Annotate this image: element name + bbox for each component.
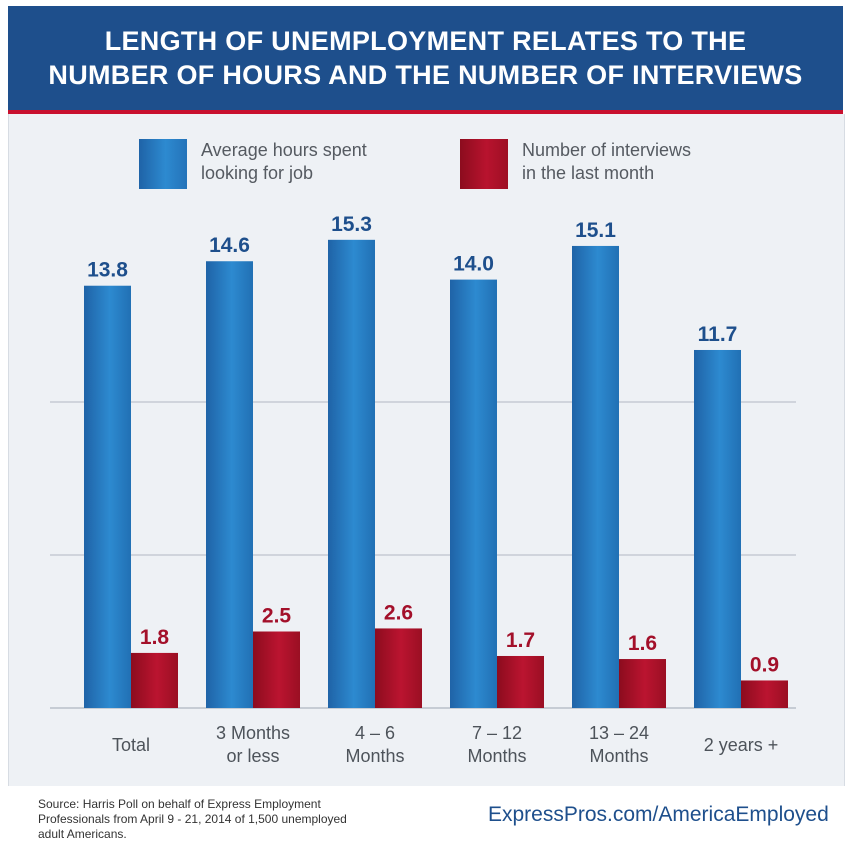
bar-interviews xyxy=(375,628,422,708)
category-label: 3 Months xyxy=(216,723,290,743)
data-label-hours: 13.8 xyxy=(87,259,128,282)
bar-hours xyxy=(328,239,375,708)
category-label: 4 – 6 xyxy=(355,723,395,743)
bar-hours xyxy=(572,245,619,708)
category-label: Total xyxy=(112,735,150,755)
bar-hours xyxy=(694,349,741,708)
bar-interviews xyxy=(253,631,300,708)
category-label: or less xyxy=(226,746,279,766)
bar-hours xyxy=(450,279,497,708)
data-label-interviews: 1.6 xyxy=(628,632,657,655)
chart-title-line1: LENGTH OF UNEMPLOYMENT RELATES TO THE xyxy=(104,26,747,56)
website-link[interactable]: ExpressPros.com/AmericaEmployed xyxy=(488,803,829,826)
category-label: Months xyxy=(589,746,648,766)
data-label-hours: 15.1 xyxy=(575,219,616,242)
legend-label-interviews-line2: in the last month xyxy=(522,163,655,183)
bar-interviews xyxy=(741,680,788,708)
source-line1: Source: Harris Poll on behalf of Express… xyxy=(38,797,321,811)
data-label-hours: 11.7 xyxy=(698,323,738,346)
source-line3: adult Americans. xyxy=(38,827,127,841)
legend-label-hours-line1: Average hours spent xyxy=(201,140,367,160)
title-banner: LENGTH OF UNEMPLOYMENT RELATES TO THE NU… xyxy=(8,6,843,114)
data-label-interviews: 2.6 xyxy=(384,601,413,624)
chart-labels: 13.8 1.8 Total 14.6 2.5 3 Months or less 15.3 2.… xyxy=(87,213,779,766)
legend-item-interviews: Number of interviews in the last month xyxy=(460,139,722,189)
legend-label-hours-line2: looking for job xyxy=(201,163,314,183)
data-label-hours: 14.0 xyxy=(453,253,494,276)
chart-bars xyxy=(84,239,788,708)
legend-item-hours: Average hours spent looking for job xyxy=(139,139,401,189)
data-label-interviews: 1.8 xyxy=(140,626,170,649)
category-label: Months xyxy=(467,746,526,766)
data-label-hours: 14.6 xyxy=(209,234,250,257)
source-note: Source: Harris Poll on behalf of Express… xyxy=(38,797,458,842)
bar-interviews xyxy=(619,659,666,708)
bar-interviews xyxy=(131,652,178,708)
category-label: 13 – 24 xyxy=(589,723,649,743)
legend-label-interviews-line1: Number of interviews xyxy=(522,140,692,160)
data-label-interviews: 2.5 xyxy=(262,605,292,628)
category-label: 7 – 12 xyxy=(472,723,522,743)
data-label-hours: 15.3 xyxy=(331,213,372,236)
legend-swatch-hours xyxy=(139,139,187,189)
category-label: 2 years + xyxy=(704,735,779,755)
bar-hours xyxy=(206,261,253,708)
legend-swatch-interviews xyxy=(460,139,508,189)
bar-interviews xyxy=(497,655,544,708)
source-line2: Professionals from April 9 - 21, 2014 of… xyxy=(38,812,347,826)
bar-chart: 13.8 1.8 Total 14.6 2.5 3 Months or less 15.3 2.… xyxy=(50,213,796,766)
chart-title-line2: NUMBER OF HOURS AND THE NUMBER OF INTERV… xyxy=(48,60,803,90)
bar-hours xyxy=(84,285,131,708)
data-label-interviews: 0.9 xyxy=(750,653,779,676)
data-label-interviews: 1.7 xyxy=(506,629,535,652)
category-label: Months xyxy=(345,746,404,766)
